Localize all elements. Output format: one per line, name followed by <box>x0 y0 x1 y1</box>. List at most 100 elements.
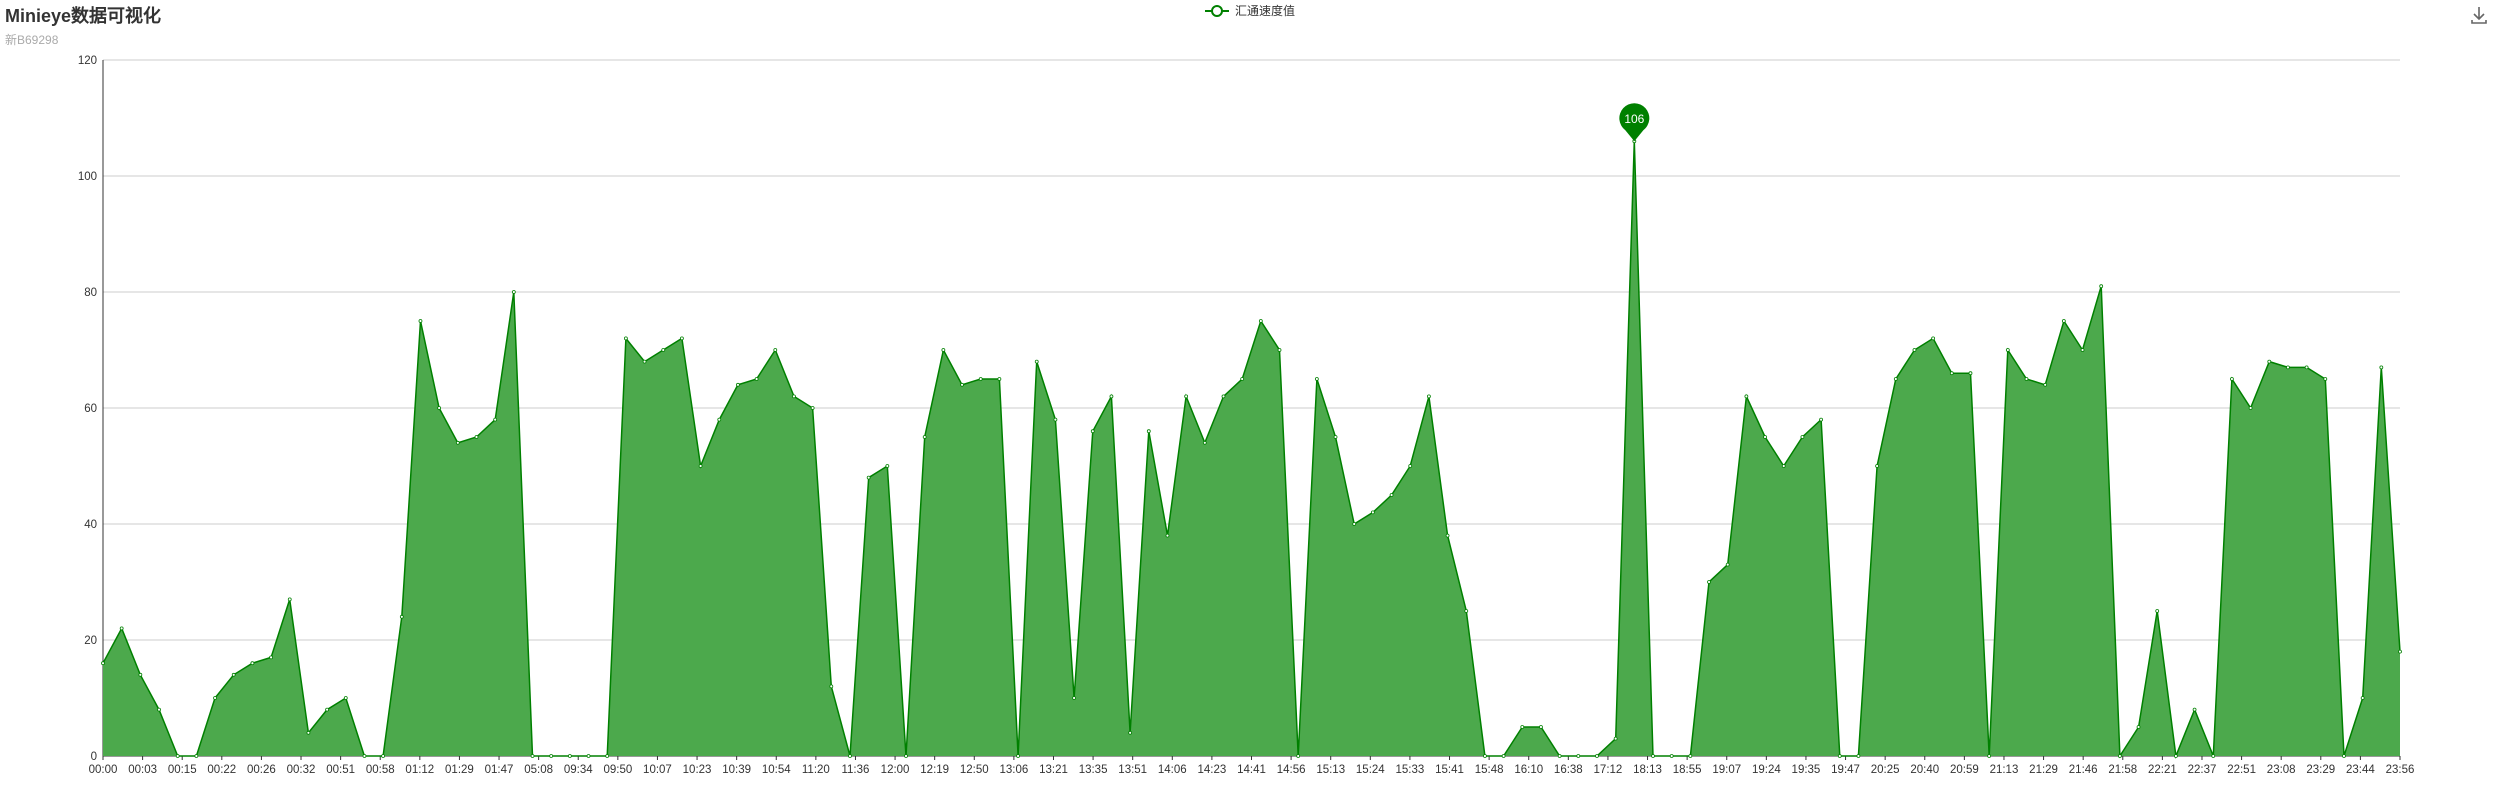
data-point <box>680 336 684 341</box>
x-tick-label: 10:23 <box>683 764 712 776</box>
legend-item[interactable]: 汇通速度值 <box>1205 2 1295 19</box>
data-point <box>2155 609 2160 613</box>
data-point <box>1501 754 1506 758</box>
data-point <box>2248 406 2253 410</box>
y-tick-label: 100 <box>78 171 97 183</box>
x-tick-label: 15:24 <box>1356 764 1385 776</box>
y-tick-label: 20 <box>84 635 97 647</box>
data-point <box>586 754 591 758</box>
data-point <box>1613 736 1618 741</box>
data-point <box>567 754 572 758</box>
data-point <box>1296 754 1301 758</box>
data-point <box>642 359 647 364</box>
x-tick-label: 19:07 <box>1712 764 1741 776</box>
x-tick-label: 12:19 <box>920 764 949 776</box>
page-subtitle: 新B69298 <box>5 33 59 47</box>
x-tick-label: 14:06 <box>1158 764 1187 776</box>
x-tick-label: 00:51 <box>326 764 355 776</box>
data-point <box>1408 464 1413 468</box>
x-tick-label: 21:29 <box>2029 764 2058 776</box>
data-point <box>1595 754 1599 758</box>
data-point <box>1669 754 1674 758</box>
x-tick-label: 16:10 <box>1514 764 1543 776</box>
x-tick-label: 23:08 <box>2267 764 2296 776</box>
data-point <box>175 754 180 758</box>
data-point <box>754 377 759 381</box>
data-point <box>1856 754 1861 758</box>
data-point <box>2024 377 2029 381</box>
data-point <box>736 382 740 387</box>
x-tick-label: 10:07 <box>643 764 672 776</box>
data-point <box>250 661 255 666</box>
data-point <box>1016 754 1020 758</box>
x-tick-label: 19:24 <box>1752 764 1781 776</box>
data-point <box>1819 417 1823 422</box>
x-tick-label: 15:33 <box>1396 764 1425 776</box>
x-tick-label: 05:08 <box>524 764 553 776</box>
data-point <box>1968 371 1973 376</box>
data-point <box>1277 348 1282 352</box>
data-point <box>1370 510 1375 515</box>
data-point <box>885 464 890 468</box>
x-tick-label: 19:35 <box>1792 764 1821 776</box>
data-point <box>792 394 796 399</box>
x-tick-label: 14:23 <box>1198 764 1227 776</box>
data-point <box>306 730 311 735</box>
data-point <box>2342 754 2346 758</box>
data-point <box>1893 377 1898 381</box>
x-tick-label: 18:13 <box>1633 764 1662 776</box>
x-tick-label: 19:47 <box>1831 764 1860 776</box>
data-point <box>1389 493 1394 497</box>
data-point <box>1184 394 1189 399</box>
x-tick-label: 13:35 <box>1079 764 1108 776</box>
data-point <box>1072 696 1076 700</box>
x-tick-label: 01:47 <box>485 764 514 776</box>
data-point <box>1520 725 1525 729</box>
data-point <box>661 348 666 352</box>
data-point <box>1688 754 1693 758</box>
data-point <box>1109 394 1114 399</box>
y-tick-label: 0 <box>91 751 97 763</box>
data-point <box>1445 533 1450 538</box>
data-point <box>866 475 871 480</box>
data-point <box>1949 371 1954 376</box>
data-point <box>362 754 367 758</box>
data-point <box>1165 533 1170 538</box>
data-point <box>978 377 983 381</box>
x-tick-label: 18:55 <box>1673 764 1702 776</box>
page-title: Minieye数据可视化 <box>5 6 162 26</box>
data-point <box>1557 754 1562 758</box>
x-tick-label: 20:25 <box>1871 764 1900 776</box>
data-point <box>2398 649 2402 654</box>
data-point <box>1651 754 1655 758</box>
legend-circle-icon <box>1205 4 1229 17</box>
data-point <box>2117 754 2122 758</box>
data-point <box>418 319 423 323</box>
x-tick-label: 15:41 <box>1435 764 1464 776</box>
data-point <box>1837 754 1842 758</box>
data-point <box>1539 725 1543 729</box>
x-tick-label: 23:44 <box>2346 764 2375 776</box>
data-point <box>2174 754 2178 758</box>
download-icon[interactable] <box>2468 4 2490 26</box>
x-tick-label: 20:40 <box>1910 764 1939 776</box>
x-tick-label: 22:37 <box>2188 764 2217 776</box>
data-point <box>1128 730 1133 735</box>
data-point <box>194 754 199 758</box>
data-point <box>101 661 105 666</box>
data-point <box>343 696 348 700</box>
x-tick-label: 11:20 <box>802 764 830 776</box>
x-tick-label: 14:56 <box>1277 764 1306 776</box>
data-point <box>1576 754 1581 758</box>
data-point <box>2211 754 2216 758</box>
y-tick-label: 120 <box>78 55 97 67</box>
data-point <box>2379 365 2384 370</box>
data-point <box>1053 417 1058 422</box>
x-tick-label: 13:21 <box>1039 764 1068 776</box>
data-point <box>2005 348 2010 352</box>
data-point <box>997 377 1002 381</box>
data-point <box>2230 377 2234 381</box>
data-point <box>1221 394 1226 399</box>
x-tick-label: 15:13 <box>1316 764 1345 776</box>
